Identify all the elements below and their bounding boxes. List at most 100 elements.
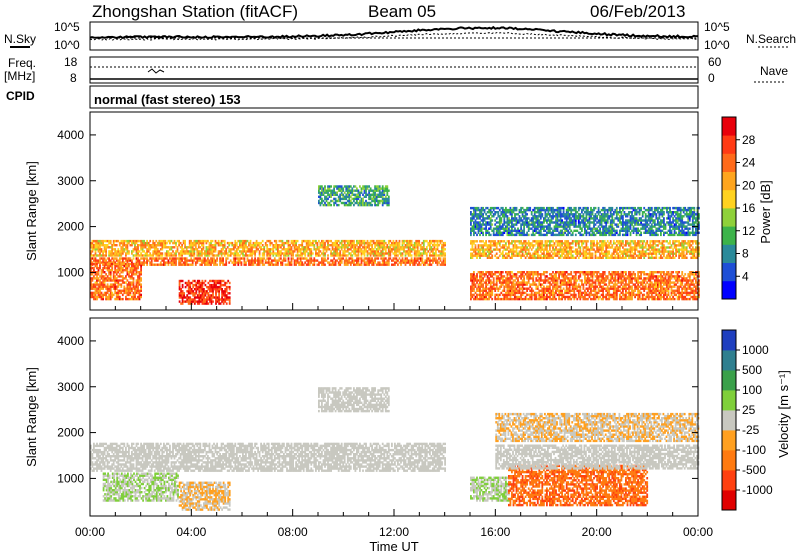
power-cell-5 — [482, 297, 484, 301]
power-cell-2 — [137, 289, 139, 292]
power-cell-1 — [381, 259, 384, 262]
power-cell-2 — [137, 295, 139, 299]
power-cell-1 — [298, 257, 300, 260]
power-cell-4 — [340, 187, 343, 190]
power-cell-0 — [91, 248, 94, 251]
power-cell-2 — [117, 271, 120, 274]
power-cell-5 — [541, 289, 544, 292]
power-cell-0 — [249, 239, 252, 243]
power-cell-0 — [91, 241, 94, 245]
power-cell-5 — [523, 291, 525, 295]
power-cell-4 — [377, 193, 380, 196]
power-cell-5 — [676, 273, 679, 276]
power-cell-0 — [188, 241, 191, 245]
power-cell-0 — [284, 248, 287, 251]
power-cell-5 — [492, 285, 495, 288]
power-cell-0 — [401, 246, 404, 249]
power-cell-0 — [272, 250, 275, 253]
power-cell-0 — [264, 244, 267, 247]
power-cell-5 — [663, 297, 665, 301]
power-cell-2 — [118, 279, 121, 282]
power-cell-5 — [470, 297, 472, 301]
power-cell-2 — [90, 291, 92, 295]
power-cell-0 — [156, 241, 159, 245]
power-cell-3 — [215, 288, 217, 291]
power-cell-1 — [175, 259, 177, 262]
power-cell-0 — [391, 248, 393, 251]
power-cell-5 — [488, 295, 490, 299]
power-cell-1 — [118, 259, 121, 262]
power-cell-0 — [413, 250, 416, 253]
power-cell-1 — [178, 261, 180, 264]
power-cell-0 — [240, 252, 243, 255]
power-cell-0 — [199, 252, 202, 255]
power-cell-1 — [336, 259, 338, 262]
power-cell-0 — [289, 248, 291, 251]
power-cell-0 — [93, 239, 95, 243]
power-cell-0 — [140, 239, 142, 243]
power-cell-0 — [166, 252, 168, 255]
power-cell-1 — [353, 261, 355, 264]
power-cell-0 — [286, 239, 288, 243]
power-cell-4 — [359, 201, 361, 205]
power-cell-3 — [215, 290, 217, 293]
power-cell-0 — [144, 246, 147, 249]
power-cell-4 — [337, 189, 340, 192]
power-cell-0 — [100, 250, 103, 253]
power-cell-5 — [471, 287, 474, 290]
power-cell-1 — [299, 261, 302, 264]
power-cell-0 — [394, 248, 396, 251]
power-cell-5 — [509, 271, 512, 274]
power-cell-1 — [173, 261, 176, 264]
power-cell-0 — [325, 250, 328, 253]
power-cell-3 — [189, 281, 192, 285]
power-cell-1 — [211, 257, 214, 260]
power-cell-4 — [368, 203, 370, 207]
power-cell-3 — [228, 288, 231, 291]
power-cell-1 — [290, 263, 293, 266]
power-cell-5 — [588, 273, 591, 276]
power-cell-4 — [365, 189, 367, 192]
power-cell-0 — [442, 241, 445, 245]
power-cell-1 — [175, 257, 177, 260]
power-cell-0 — [261, 254, 264, 257]
power-cell-5 — [628, 289, 630, 292]
power-cell-0 — [235, 252, 238, 255]
power-cell-2 — [125, 269, 127, 272]
power-cell-1 — [289, 263, 291, 266]
power-cell-3 — [198, 283, 201, 287]
power-cell-5 — [482, 279, 484, 282]
power-cell-5 — [587, 271, 589, 274]
power-cell-4 — [336, 199, 338, 203]
power-cell-5 — [524, 273, 527, 276]
power-cell-1 — [334, 259, 337, 262]
power-cell-4 — [363, 187, 366, 190]
power-cell-1 — [210, 261, 212, 264]
power-cell-0 — [266, 239, 269, 243]
power-cell-0 — [208, 254, 211, 257]
power-cell-1 — [284, 263, 287, 266]
power-cell-5 — [470, 289, 472, 292]
power-cell-4 — [321, 191, 323, 194]
power-cell-2 — [114, 281, 117, 284]
power-cell-0 — [284, 250, 287, 253]
power-cell-0 — [371, 250, 373, 253]
power-cell-2 — [115, 291, 118, 295]
power-cell-5 — [524, 297, 527, 301]
power-cell-0 — [280, 252, 282, 255]
power-cell-2 — [106, 287, 109, 290]
power-cell-1 — [322, 259, 325, 262]
power-cell-0 — [389, 246, 392, 249]
power-cell-2 — [135, 266, 138, 270]
power-cell-5 — [485, 287, 487, 290]
power-cell-2 — [131, 269, 133, 272]
power-cell-0 — [266, 252, 269, 255]
power-cell-2 — [118, 262, 121, 266]
power-cell-1 — [191, 259, 194, 262]
power-cell-5 — [565, 281, 568, 284]
power-cell-0 — [159, 244, 162, 247]
power-cell-1 — [422, 261, 425, 264]
power-cell-1 — [415, 257, 418, 260]
power-cell-0 — [147, 246, 150, 249]
power-cell-4 — [366, 185, 369, 188]
